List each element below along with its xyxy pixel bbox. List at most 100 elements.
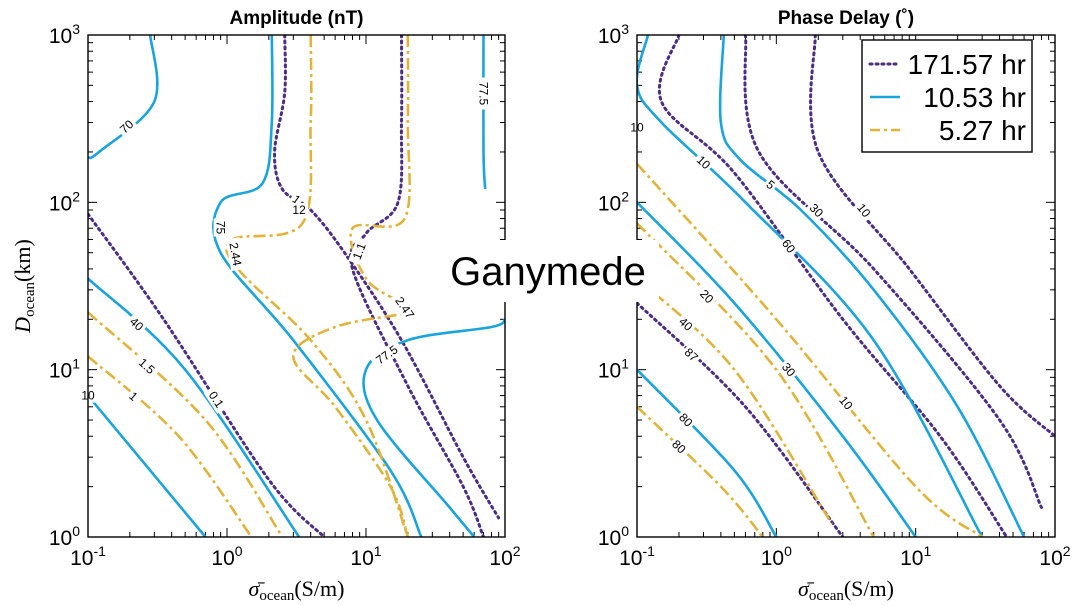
contour-label: 80: [667, 435, 691, 458]
contour-label-bg: [290, 203, 309, 217]
contour-group: [88, 35, 505, 537]
contour-label: 77.5: [476, 77, 491, 110]
x-tick-label: 101: [900, 543, 931, 570]
figure-label: Ganymede: [450, 250, 646, 294]
y-tick-label: 101: [598, 356, 629, 383]
legend-label: 171.57 hr: [908, 49, 1026, 80]
contour-label-bg: [674, 312, 698, 336]
chart-title: Phase Delay (˚): [778, 8, 914, 29]
contour-line-solid: [482, 35, 487, 190]
contour-label: 2.44: [225, 237, 246, 272]
contour-label: 10: [834, 391, 858, 415]
contour-label-bg: [476, 77, 491, 110]
contour-line-solid: [88, 394, 207, 537]
y-axis-label: Docean(km): [10, 239, 38, 334]
y-tick-label: 100: [49, 523, 80, 550]
contour-label-bg: [132, 352, 161, 380]
contour-label: 80: [674, 408, 697, 432]
contour-label-text: 1.1: [350, 241, 369, 262]
y-tick-label: 103: [49, 21, 80, 48]
x-tick-label: 10-1: [619, 543, 655, 570]
contour-line-dotted: [637, 301, 845, 537]
contour-label-bg: [777, 234, 800, 258]
y-tick-label: 103: [598, 21, 629, 48]
contour-label-bg: [348, 237, 371, 266]
contour-label-text: 12: [292, 203, 306, 217]
contour-label-bg: [674, 408, 697, 432]
contour-label-bg: [679, 343, 703, 367]
contour-label-text: 75: [214, 221, 228, 235]
contour-label-bg: [777, 358, 800, 382]
contour-label-text: 2.44: [226, 241, 244, 267]
contour-label: 87: [679, 343, 703, 367]
contour-label-bg: [804, 199, 828, 222]
contour-label-bg: [124, 387, 143, 406]
contour-line-dashdot: [637, 277, 833, 525]
legend-label: 10.53 hr: [923, 82, 1026, 113]
legend-label: 5.27 hr: [939, 115, 1026, 146]
contour-label: 10: [852, 198, 875, 222]
contour-label: 12: [290, 203, 309, 217]
x-tick-label: 102: [489, 543, 520, 570]
contour-label-bg: [213, 218, 228, 237]
contour-line-solid: [718, 35, 1026, 537]
contour-label-bg: [852, 198, 875, 222]
contour-line-dotted: [743, 35, 1043, 509]
contour-line-dashdot: [224, 35, 410, 537]
contour-line-dotted: [349, 35, 485, 537]
amplitude-panel: 0.111.1121040707577.577.511.52.442.4710-…: [10, 8, 521, 604]
contour-line-dashdot: [637, 222, 875, 537]
contour-line-dotted: [658, 35, 1009, 537]
contour-label-bg: [692, 151, 715, 174]
contour-label-bg: [695, 285, 718, 308]
y-tick-label: 101: [49, 356, 80, 383]
contour-label-bg: [115, 115, 139, 139]
contour-label: 1.1: [348, 237, 371, 266]
contour-label: 1: [124, 387, 143, 406]
contour-label-bg: [761, 175, 780, 194]
contour-label-bg: [667, 435, 691, 458]
contour-line-dotted: [88, 212, 326, 537]
y-tick-label: 102: [598, 188, 629, 215]
contour-line-dashdot: [637, 405, 764, 537]
contour-label: 10: [692, 151, 715, 174]
contour-line-dotted: [809, 35, 1055, 438]
x-axis-label: σ̄ocean(S/m): [249, 576, 345, 604]
contour-line-solid: [637, 368, 778, 537]
contour-label: 30: [804, 199, 828, 222]
contour-label-bg: [225, 237, 246, 272]
contour-line-solid: [362, 318, 505, 537]
x-tick-label: 102: [1039, 543, 1070, 570]
x-tick-label: 101: [350, 543, 381, 570]
contour-label: 5: [761, 175, 780, 194]
contour-label-bg: [369, 339, 405, 370]
contour-label: 70: [115, 115, 139, 139]
contour-label: 60: [777, 234, 800, 258]
contour-label: 40: [674, 312, 698, 336]
contour-line-solid: [88, 277, 301, 537]
contour-line-dashdot: [88, 355, 253, 537]
contour-label: 40: [125, 312, 148, 336]
figure-label-box: [441, 240, 659, 302]
x-axis-label: σ̄ocean(S/m): [798, 576, 894, 604]
contour-group: [637, 35, 1055, 537]
contour-line-dashdot: [637, 162, 983, 537]
chart-title: Amplitude (nT): [229, 8, 363, 29]
y-tick-label: 100: [598, 523, 629, 550]
x-tick-label: 100: [211, 543, 242, 570]
contour-label-bg: [125, 312, 148, 336]
contour-label: 20: [695, 285, 718, 308]
contour-line-dotted: [273, 35, 501, 520]
y-tick-label: 102: [49, 188, 80, 215]
contour-label-bg: [389, 290, 420, 325]
plot-area: [88, 35, 505, 537]
x-tick-label: 100: [761, 543, 792, 570]
x-tick-label: 10-1: [70, 543, 106, 570]
contour-label-bg: [834, 391, 858, 415]
contour-label: 75: [213, 218, 228, 237]
contour-label: 30: [777, 358, 800, 382]
contour-label-bg: [203, 385, 229, 414]
